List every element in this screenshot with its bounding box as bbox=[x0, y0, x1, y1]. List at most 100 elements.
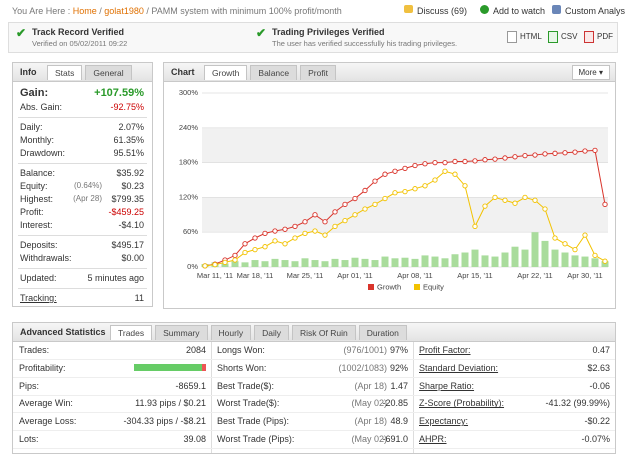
row-divider bbox=[413, 412, 615, 414]
stat-label: Worst Trade($): bbox=[217, 398, 280, 409]
stat-label[interactable]: Expectancy: bbox=[419, 416, 469, 427]
info-label: Interest: bbox=[20, 220, 53, 230]
volume-bar bbox=[251, 260, 259, 267]
volume-bar bbox=[391, 258, 399, 267]
panel-title: Advanced Statistics bbox=[20, 327, 106, 337]
legend-swatch bbox=[368, 284, 374, 290]
row-divider bbox=[413, 430, 615, 432]
stat-value: 0.47 bbox=[592, 345, 610, 355]
stat-value: -$0.22 bbox=[584, 416, 610, 427]
tab[interactable]: Balance bbox=[250, 65, 298, 80]
volume-bar bbox=[321, 261, 329, 267]
point bbox=[292, 223, 298, 230]
stat-label[interactable]: Sharpe Ratio: bbox=[419, 380, 475, 391]
point bbox=[372, 178, 378, 184]
point bbox=[382, 171, 388, 177]
stat-label[interactable]: Standard Deviation: bbox=[419, 362, 499, 373]
tab[interactable]: Hourly bbox=[210, 325, 252, 340]
info-label: Deposits: bbox=[20, 240, 58, 250]
info-value: $495.17 bbox=[111, 240, 144, 250]
point bbox=[372, 201, 378, 208]
volume-bar bbox=[261, 261, 269, 267]
row-divider bbox=[413, 448, 615, 449]
stat-label[interactable]: Z-Score (Probability): bbox=[419, 398, 505, 409]
info-note: (Apr 28) bbox=[73, 194, 102, 203]
separator: / bbox=[99, 6, 102, 16]
volume-bar bbox=[501, 252, 509, 267]
volume-bar bbox=[461, 252, 469, 267]
export-link[interactable]: PDF bbox=[597, 32, 613, 41]
point bbox=[512, 200, 518, 206]
info-value: $0.23 bbox=[121, 181, 144, 191]
breadcrumb-label: You Are Here : bbox=[12, 6, 71, 16]
stats-panel: Advanced Statistics Trades Summary Hourly D… bbox=[12, 322, 616, 454]
point bbox=[332, 223, 338, 230]
divider bbox=[18, 117, 147, 118]
point bbox=[252, 235, 258, 241]
info-value: $35.92 bbox=[116, 168, 144, 178]
info-value: 11 bbox=[134, 293, 144, 303]
info-label: Abs. Gain: bbox=[20, 102, 63, 112]
stat-label: Best Trade (Pips): bbox=[217, 416, 290, 427]
point bbox=[532, 152, 538, 158]
stat-value: -20.85 bbox=[382, 398, 408, 409]
row-divider bbox=[413, 376, 615, 378]
stat-note: (976/1001) bbox=[343, 345, 387, 355]
stat-label[interactable]: AHPR: bbox=[419, 434, 447, 444]
point bbox=[262, 244, 268, 250]
volume-bar bbox=[561, 252, 569, 267]
tab[interactable]: Trades bbox=[110, 325, 153, 340]
file-icon bbox=[548, 31, 558, 43]
volume-bar bbox=[431, 256, 439, 267]
info-label: Withdrawals: bbox=[20, 253, 72, 263]
divider bbox=[18, 163, 147, 164]
volume-bar bbox=[581, 256, 589, 267]
row-divider bbox=[211, 359, 413, 360]
more-label: More bbox=[578, 68, 597, 77]
point bbox=[202, 263, 208, 269]
point bbox=[252, 246, 258, 253]
breadcrumb-link[interactable]: Home bbox=[72, 6, 97, 16]
tab[interactable]: Summary bbox=[155, 325, 208, 340]
info-label: Balance: bbox=[20, 168, 56, 178]
info-label[interactable]: Tracking: bbox=[20, 293, 57, 303]
row-divider bbox=[211, 412, 413, 414]
action-link[interactable]: Custom Analysis bbox=[565, 6, 625, 16]
export-link[interactable]: HTML bbox=[520, 32, 542, 41]
tab[interactable]: Profit bbox=[300, 65, 336, 80]
point bbox=[432, 159, 438, 166]
point bbox=[222, 259, 228, 266]
y-tick-label: 60% bbox=[183, 227, 198, 236]
stat-value: -8659.1 bbox=[175, 380, 206, 391]
stat-note: (1002/1083) bbox=[338, 362, 387, 373]
tab[interactable]: Duration bbox=[358, 325, 407, 340]
point bbox=[282, 226, 288, 232]
volume-bar bbox=[281, 260, 289, 267]
grid-band bbox=[202, 127, 608, 163]
x-tick-label: Apr 15, '11 bbox=[457, 271, 492, 280]
breadcrumb-link[interactable]: golat1980 bbox=[104, 6, 144, 16]
action-link[interactable]: Discuss (69) bbox=[417, 6, 468, 16]
tab[interactable]: Daily bbox=[254, 325, 289, 340]
x-tick-label: Apr 30, '11 bbox=[567, 271, 602, 280]
file-icon bbox=[507, 31, 517, 43]
x-tick-label: Apr 22, '11 bbox=[517, 271, 552, 280]
point bbox=[572, 246, 578, 253]
tab[interactable]: Stats bbox=[47, 65, 83, 80]
export-link[interactable]: CSV bbox=[561, 32, 578, 41]
point bbox=[582, 232, 588, 238]
stat-label[interactable]: Profit Factor: bbox=[419, 345, 471, 355]
stat-value: -0.07% bbox=[581, 434, 610, 444]
tab[interactable]: Risk Of Ruin bbox=[291, 325, 356, 340]
grid-band bbox=[202, 197, 608, 233]
row-divider bbox=[413, 394, 615, 396]
volume-bar bbox=[331, 258, 339, 267]
tab[interactable]: Growth bbox=[204, 65, 248, 80]
stat-value: -0.06 bbox=[589, 380, 610, 391]
point bbox=[462, 183, 468, 189]
more-button[interactable]: More ▾ bbox=[571, 65, 610, 80]
point bbox=[562, 241, 568, 247]
action-link[interactable]: Add to watch bbox=[493, 6, 546, 16]
volume-bar bbox=[301, 258, 309, 267]
tab[interactable]: General bbox=[85, 65, 132, 80]
